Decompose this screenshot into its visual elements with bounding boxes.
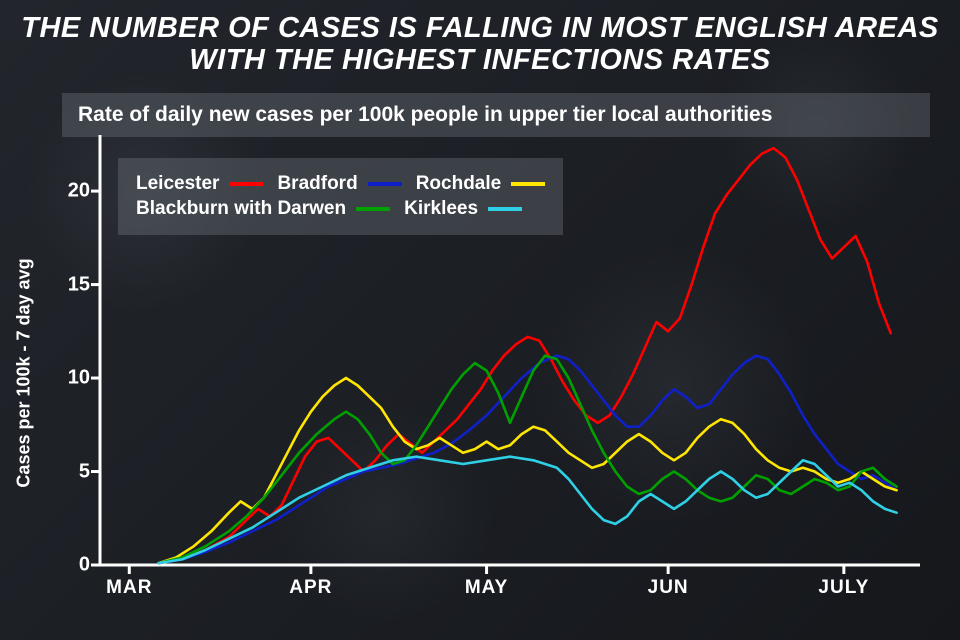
y-tick-label: 5 (79, 460, 100, 483)
x-tick-label: JUN (648, 565, 689, 599)
x-tick-label: MAY (465, 565, 508, 599)
y-axis-label: Cases per 100k - 7 day avg (14, 258, 35, 487)
legend-swatch (229, 182, 263, 186)
legend-label: Leicester (136, 173, 219, 195)
x-tick-label: APR (289, 565, 332, 599)
x-tick-label: JULY (818, 565, 869, 599)
legend-swatch (488, 207, 522, 211)
legend-label: Rochdale (416, 173, 502, 195)
y-tick-label: 0 (79, 554, 100, 577)
series-line (159, 457, 897, 563)
legend-item: Blackburn with Darwen (136, 198, 390, 220)
legend-item: Rochdale (416, 173, 546, 195)
legend-swatch (368, 182, 402, 186)
legend-item: Bradford (277, 173, 401, 195)
y-tick-label: 20 (68, 180, 100, 203)
legend-label: Bradford (277, 173, 357, 195)
legend-swatch (356, 207, 390, 211)
legend-item: Kirklees (404, 198, 522, 220)
y-tick-label: 10 (68, 367, 100, 390)
headline: THE NUMBER OF CASES IS FALLING IN MOST E… (0, 0, 960, 85)
x-tick-label: MAR (106, 565, 152, 599)
legend: Leicester Bradford Rochdale Blackburn with … (118, 158, 563, 235)
series-line (159, 378, 897, 563)
legend-label: Kirklees (404, 198, 478, 220)
legend-item: Leicester (136, 173, 263, 195)
legend-row: Leicester Bradford Rochdale (136, 173, 545, 195)
legend-swatch (511, 182, 545, 186)
y-tick-label: 15 (68, 273, 100, 296)
legend-row: Blackburn with Darwen Kirklees (136, 198, 545, 220)
legend-label: Blackburn with Darwen (136, 198, 346, 220)
